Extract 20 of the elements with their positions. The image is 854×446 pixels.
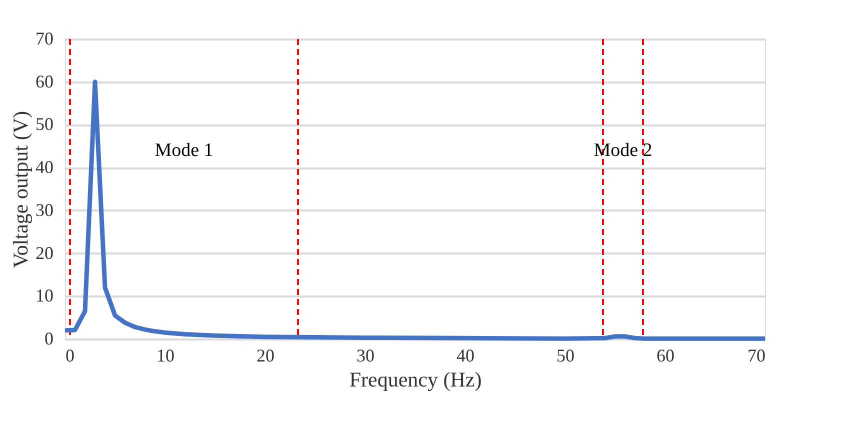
x-tick-label: 60 — [656, 346, 674, 366]
x-tick-label: 70 — [748, 346, 766, 366]
annotation: Mode 1 — [154, 140, 214, 161]
y-tick-label: 70 — [36, 28, 54, 48]
x-tick-label: 10 — [156, 346, 174, 366]
x-tick-label: 30 — [356, 346, 374, 366]
y-axis-title: Voltage output (V) — [8, 110, 32, 268]
y-tick-label: 40 — [36, 157, 54, 178]
y-tick-label: 60 — [36, 71, 54, 92]
x-axis-title: Frequency (Hz) — [349, 368, 482, 392]
y-tick-label: 0 — [44, 328, 54, 348]
y-tick-label: 20 — [36, 242, 54, 263]
x-tick-label: 40 — [456, 346, 474, 366]
y-tick-label: 30 — [36, 200, 54, 220]
annotation: Mode 2 — [594, 140, 652, 161]
y-tick-label: 10 — [36, 286, 54, 306]
y-tick-label: 50 — [36, 114, 54, 134]
x-tick-label: 20 — [256, 346, 274, 366]
x-tick-label: 50 — [556, 346, 574, 366]
x-tick-label: 0 — [66, 346, 74, 366]
